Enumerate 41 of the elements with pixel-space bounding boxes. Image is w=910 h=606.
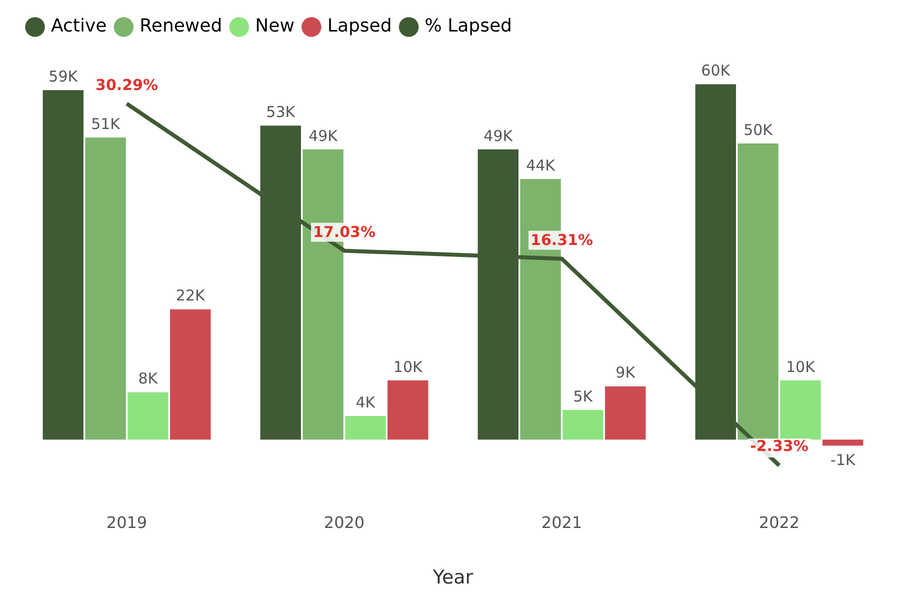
bar	[170, 309, 211, 440]
bar	[260, 126, 301, 440]
data-label: 4K	[356, 393, 376, 412]
legend-label: Lapsed	[327, 16, 392, 37]
x-tick-label: 2020	[324, 512, 365, 532]
data-label: 50K	[744, 120, 774, 139]
data-label: 49K	[308, 126, 339, 145]
data-label: 49K	[484, 126, 514, 145]
data-label: 10K	[393, 358, 424, 376]
legend-label: Renewed	[140, 16, 222, 37]
bar	[562, 410, 604, 440]
data-label: 60K	[701, 62, 732, 80]
legend-label: % Lapsed	[424, 16, 512, 37]
legend-label: Active	[51, 16, 107, 37]
data-label: 17.03%	[313, 223, 376, 242]
data-label: 59K	[48, 68, 79, 86]
data-label: 51K	[91, 114, 122, 133]
data-label: 22K	[176, 286, 206, 305]
x-tick-label: 2019	[106, 512, 148, 532]
bar	[128, 392, 168, 440]
data-label: 8K	[138, 370, 159, 388]
data-label: 5K	[573, 387, 594, 406]
legend-label: New	[255, 16, 294, 37]
x-axis-title: Year	[432, 566, 474, 589]
data-label: 30.29%	[96, 76, 158, 94]
bar	[605, 386, 646, 440]
bar	[345, 416, 386, 440]
bar	[822, 440, 864, 446]
bar	[478, 149, 518, 440]
data-label: 44K	[526, 156, 556, 174]
bar	[42, 90, 84, 440]
x-tick-label: 2021	[541, 512, 582, 532]
data-label: 10K	[786, 358, 816, 376]
data-label: 53K	[266, 103, 296, 122]
data-label: 9K	[616, 364, 636, 382]
x-tick-label: 2022	[758, 512, 800, 532]
bar	[388, 380, 428, 440]
bar	[85, 138, 126, 440]
data-label: 16.31%	[530, 231, 593, 250]
data-label: -2.33%	[750, 436, 808, 455]
data-label: -1K	[830, 450, 856, 469]
